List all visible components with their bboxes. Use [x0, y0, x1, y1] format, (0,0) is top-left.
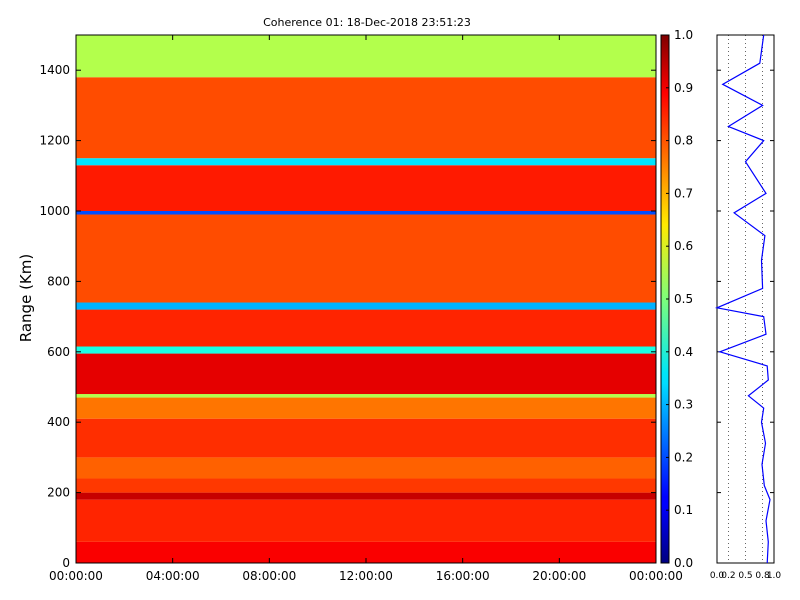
profile-x-tick-label: 0.2 [721, 571, 735, 581]
colorbar-tick-label: 0.2 [674, 450, 693, 464]
heatmap-band [76, 346, 656, 354]
x-tick-label: 16:00:00 [436, 569, 490, 583]
heatmap-band [76, 499, 656, 542]
heatmap-band [76, 457, 656, 479]
colorbar-tick-label: 0.7 [674, 186, 693, 200]
heatmap-band [76, 478, 656, 493]
heatmap-band [76, 35, 656, 78]
y-tick-label: 200 [47, 486, 70, 500]
colorbar-tick-label: 0.6 [674, 239, 693, 253]
heatmap-band [76, 418, 656, 458]
heatmap-band [76, 165, 656, 211]
heatmap-band [76, 492, 656, 500]
y-tick-label: 1000 [39, 204, 70, 218]
profile-panel: 0.00.2 0.5 0.81.0 [710, 34, 782, 581]
x-tick-label: 20:00:00 [532, 569, 586, 583]
y-tick-label: 400 [47, 415, 70, 429]
heatmap-band [76, 397, 656, 419]
colorbar-tick-label: 0.8 [674, 134, 693, 148]
x-tick-label: 08:00:00 [242, 569, 296, 583]
x-tick-label: 00:00:00 [49, 569, 103, 583]
colorbar: 0.0 0.1 0.2 0.3 0.4 0.5 0.6 0.7 0.8 0.9 1.0 [660, 28, 693, 570]
x-tick-label: 12:00:00 [339, 569, 393, 583]
colorbar-tick-label: 0.5 [674, 292, 693, 306]
colorbar-tick-label: 0.1 [674, 503, 693, 517]
heatmap-band [76, 77, 656, 159]
x-tick-label: 00:00:00 [629, 569, 683, 583]
y-tick-label: 0 [62, 556, 70, 570]
y-tick-label: 800 [47, 274, 70, 288]
heatmap-band [76, 541, 656, 563]
colorbar-tick-label: 0.9 [674, 81, 693, 95]
y-tick-label: 1200 [39, 134, 70, 148]
profile-x-tick-label: 0.0 [710, 571, 725, 581]
chart-title: Coherence 01: 18-Dec-2018 23:51:23 [263, 16, 471, 29]
profile-line [714, 34, 771, 564]
heatmap-band [76, 309, 656, 347]
heatmap-axes: 0 200 400 600 800 1000 1200 1400 00:00:00 04:00:0… [39, 34, 683, 583]
colorbar-tick-label: 0.0 [674, 556, 693, 570]
heatmap-band [76, 353, 656, 395]
profile-x-tick-label: 1.0 [767, 571, 782, 581]
heatmap-band [76, 158, 656, 166]
profile-x-tick-label: 0.8 [755, 571, 770, 581]
heatmap-band [76, 214, 656, 303]
x-tick-label: 04:00:00 [146, 569, 200, 583]
heatmap [76, 35, 656, 563]
heatmap-band [76, 394, 656, 398]
colorbar-tick-label: 0.4 [674, 345, 693, 359]
heatmap-band [76, 302, 656, 310]
y-tick-label: 600 [47, 345, 70, 359]
heatmap-band [76, 211, 656, 215]
y-tick-label: 1400 [39, 63, 70, 77]
colorbar-tick-label: 0.3 [674, 398, 693, 412]
colorbar-tick-label: 1.0 [674, 28, 693, 42]
profile-x-tick-label: 0.5 [738, 571, 752, 581]
